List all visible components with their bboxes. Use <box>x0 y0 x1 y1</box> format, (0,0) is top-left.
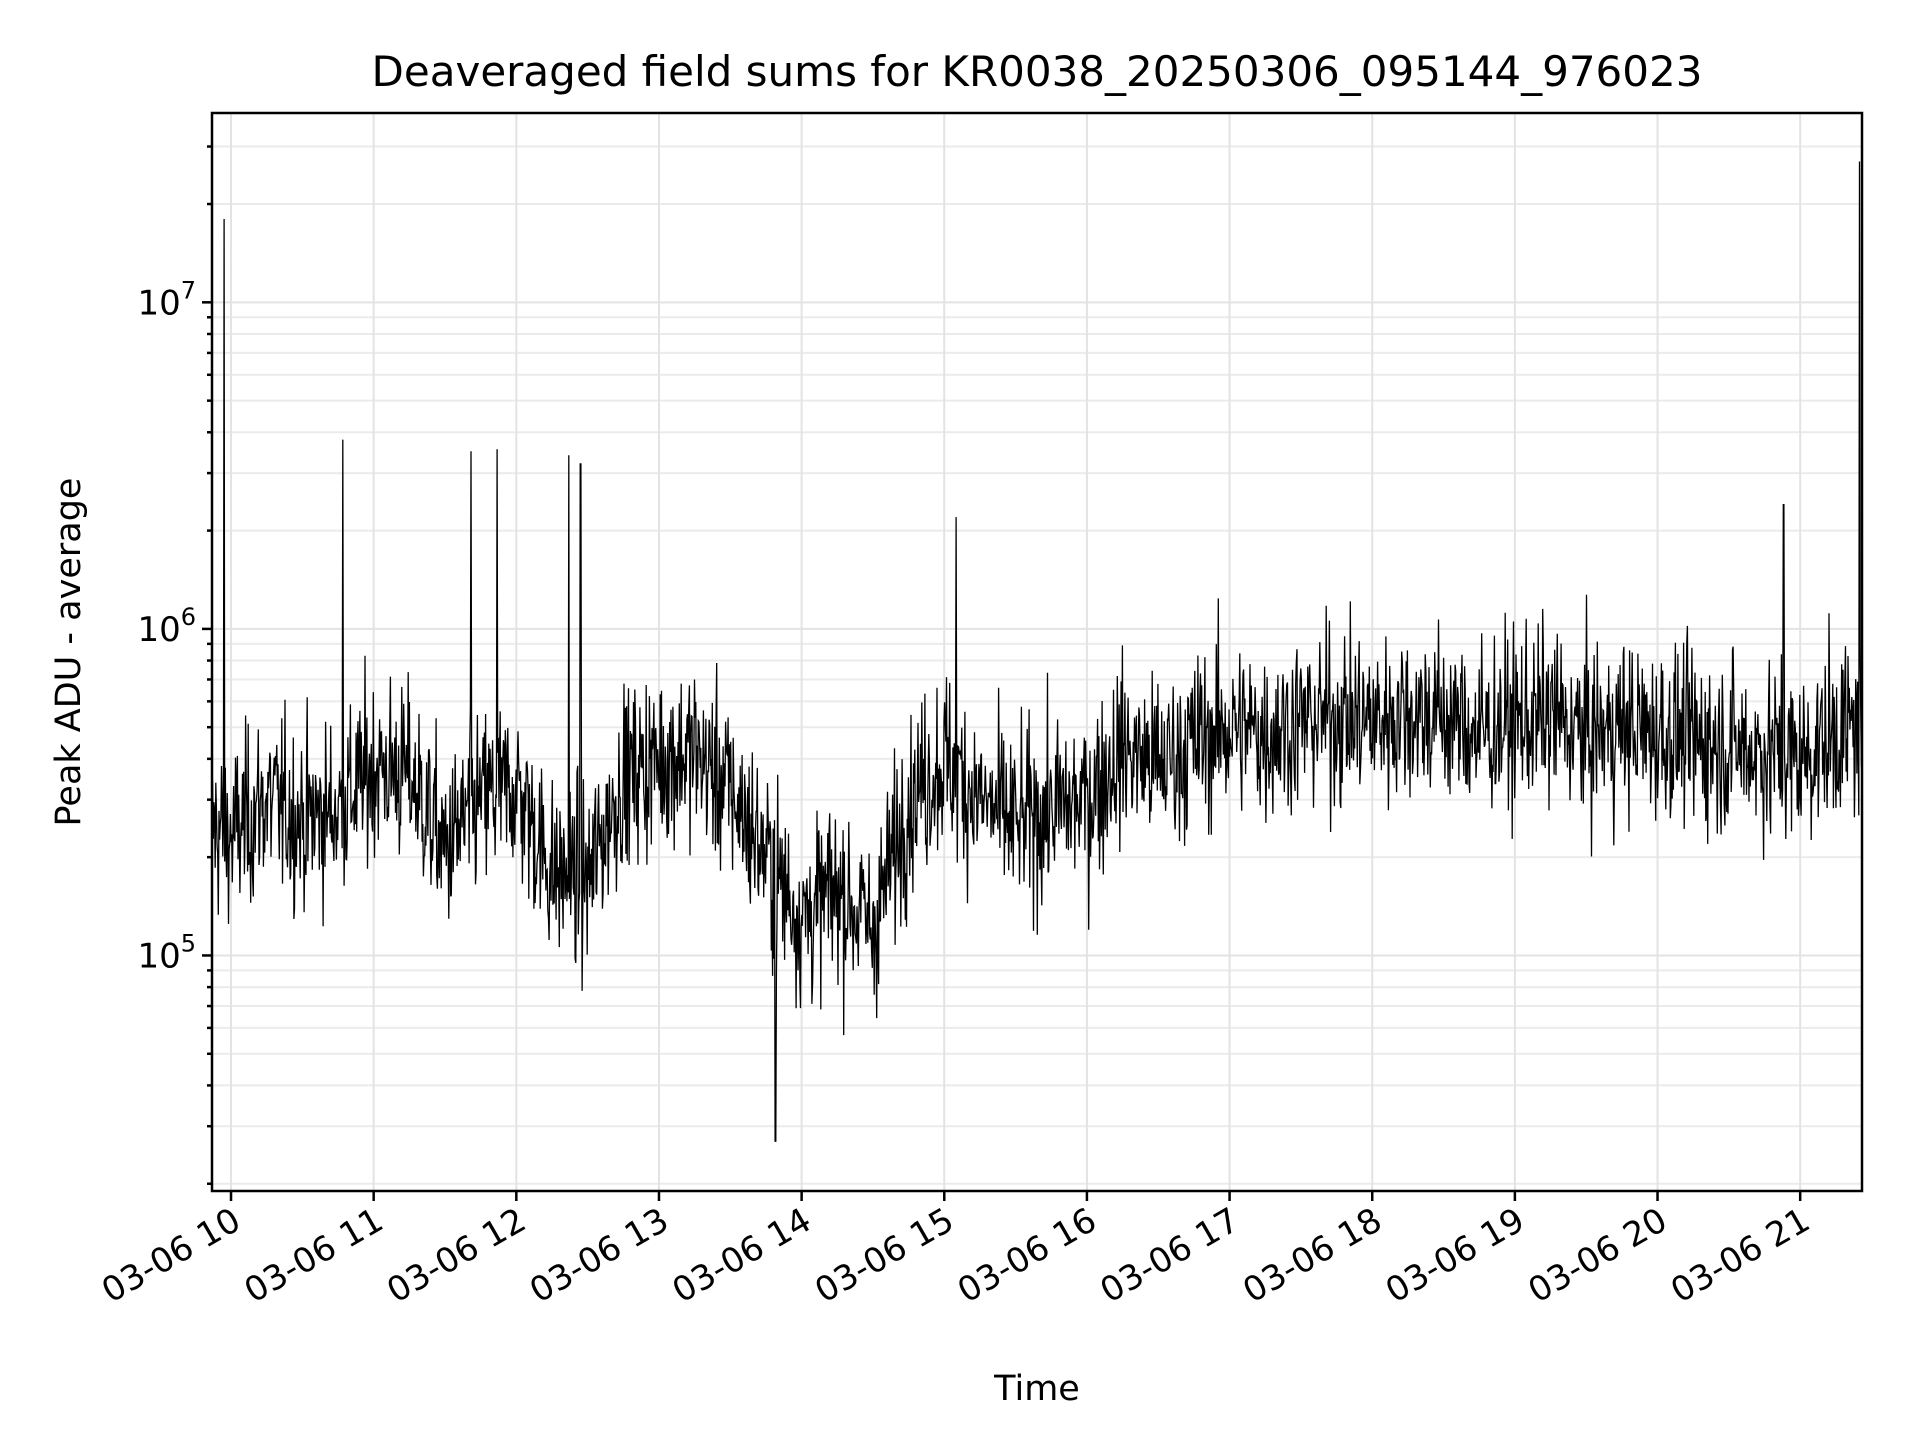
y-axis-ticks: 105 106 107 <box>137 145 212 1185</box>
y-tick-label: 105 <box>137 929 196 976</box>
y-axis-label: Peak ADU - average <box>49 478 89 827</box>
x-axis-label: Time <box>993 1369 1080 1409</box>
y-tick-label: 106 <box>137 603 196 650</box>
y-tick-label: 107 <box>137 276 196 323</box>
chart-title: Deaveraged field sums for KR0038_2025030… <box>372 47 1703 96</box>
plot-frame <box>210 111 1864 1193</box>
series-line <box>211 161 1863 1142</box>
data-series <box>211 161 1863 1142</box>
